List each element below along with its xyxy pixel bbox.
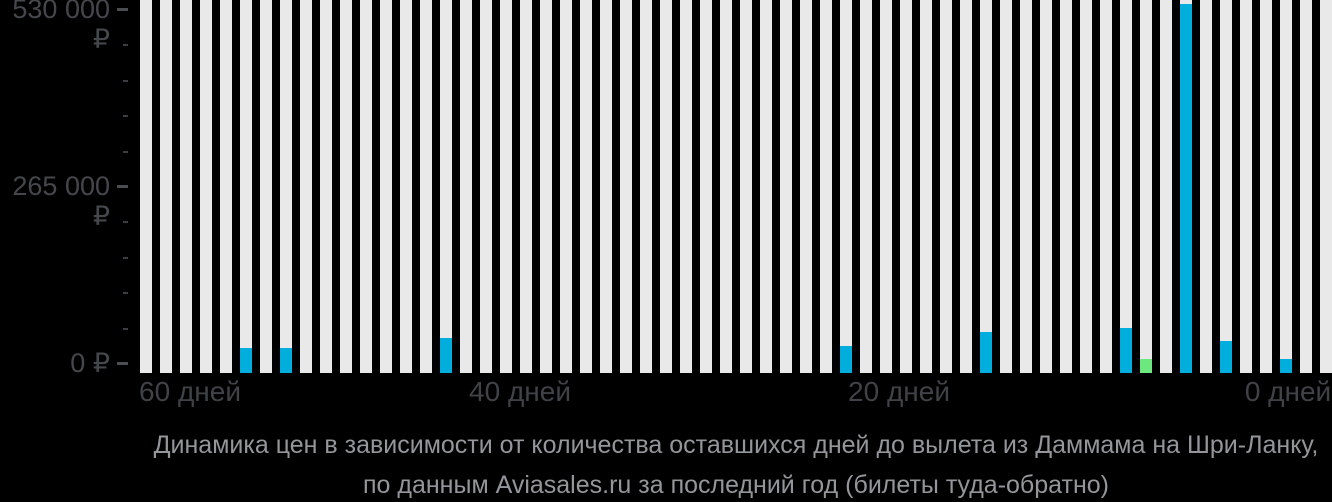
day-bar-placeholder: [160, 0, 172, 373]
price-bar[interactable]: [1280, 359, 1292, 373]
y-axis-tick: [117, 185, 128, 188]
day-bar-placeholder: [1300, 0, 1312, 373]
day-bar-placeholder: [340, 0, 352, 373]
day-bar-placeholder: [680, 0, 692, 373]
x-axis-label: 20 дней: [848, 376, 950, 407]
day-bar-placeholder: [260, 0, 272, 373]
day-bar-placeholder: [880, 0, 892, 373]
y-axis-tick: [117, 362, 128, 365]
day-bar-placeholder: [420, 0, 432, 373]
price-bar[interactable]: [440, 338, 452, 373]
day-bar-placeholder: [1320, 0, 1332, 373]
day-bar-placeholder: [1020, 0, 1032, 373]
day-bar-placeholder: [600, 0, 612, 373]
day-bar-placeholder: [1100, 0, 1112, 373]
day-bar-placeholder: [280, 0, 292, 373]
day-bar-placeholder: [840, 0, 852, 373]
day-bar-placeholder: [1040, 0, 1052, 373]
day-bar-placeholder: [140, 0, 152, 373]
y-axis-minor-tick: [123, 150, 128, 153]
day-bar-placeholder: [540, 0, 552, 373]
y-axis-tick: [117, 8, 128, 11]
day-bar-placeholder: [620, 0, 632, 373]
day-bar-placeholder: [1240, 0, 1252, 373]
y-axis-minor-tick: [123, 327, 128, 330]
day-bar-placeholder: [360, 0, 372, 373]
day-bar-placeholder: [860, 0, 872, 373]
day-bar-placeholder: [460, 0, 472, 373]
x-axis-label: 40 дней: [469, 376, 571, 407]
day-bar-placeholder: [180, 0, 192, 373]
day-bar-placeholder: [940, 0, 952, 373]
price-bar[interactable]: [1120, 328, 1132, 373]
day-bar-placeholder: [1220, 0, 1232, 373]
day-bar-placeholder: [720, 0, 732, 373]
day-bar-placeholder: [960, 0, 972, 373]
day-bar-placeholder: [1000, 0, 1012, 373]
plot-area: 530 000 ₽ 265 000 ₽ 0 ₽ 60 дней 40 дней 20 д…: [12, 0, 1332, 407]
price-bar[interactable]: [280, 348, 292, 373]
day-bar-placeholder: [740, 0, 752, 373]
day-bar-placeholder: [1060, 0, 1072, 373]
y-axis-minor-tick: [123, 256, 128, 259]
y-axis-minor-tick: [123, 221, 128, 224]
y-axis-minor-tick: [123, 292, 128, 295]
day-bar-placeholder: [1120, 0, 1132, 373]
chart-subtitle: по данным Aviasales.ru за последний год …: [363, 471, 1109, 499]
day-bar-placeholder: [700, 0, 712, 373]
day-bar-placeholder: [300, 0, 312, 373]
x-axis-label: 0 дней: [1244, 376, 1332, 407]
day-bar-placeholder: [480, 0, 492, 373]
day-bar-placeholder: [440, 0, 452, 373]
price-bar[interactable]: [1220, 341, 1232, 373]
y-axis-label: 530 000 ₽: [12, 0, 110, 54]
day-bar-placeholder: [640, 0, 652, 373]
price-bar[interactable]: [840, 346, 852, 373]
y-axis-label: 0 ₽: [70, 348, 110, 378]
day-bar-placeholder: [1200, 0, 1212, 373]
y-axis-label: 265 000 ₽: [12, 171, 110, 231]
day-bar-placeholder: [380, 0, 392, 373]
day-bar-placeholder: [400, 0, 412, 373]
day-bar-placeholder: [780, 0, 792, 373]
day-bar-placeholder: [660, 0, 672, 373]
day-bar-placeholder: [980, 0, 992, 373]
price-bar[interactable]: [1180, 4, 1192, 373]
y-axis-minor-tick: [123, 79, 128, 82]
day-bar-placeholder: [580, 0, 592, 373]
day-bar-placeholder: [560, 0, 572, 373]
day-bar-placeholder: [1080, 0, 1092, 373]
chart-title: Динамика цен в зависимости от количества…: [153, 431, 1319, 459]
day-bar-placeholder: [1260, 0, 1272, 373]
day-bar-placeholder: [500, 0, 512, 373]
bars-container: [140, 0, 1332, 373]
day-bar-placeholder: [220, 0, 232, 373]
day-bar-placeholder: [920, 0, 932, 373]
day-bar-placeholder: [820, 0, 832, 373]
day-bar-placeholder: [320, 0, 332, 373]
day-bar-placeholder: [1140, 0, 1152, 373]
day-bar-placeholder: [200, 0, 212, 373]
day-bar-placeholder: [800, 0, 812, 373]
day-bar-placeholder: [1280, 0, 1292, 373]
price-bar[interactable]: [240, 348, 252, 373]
price-bar[interactable]: [1140, 359, 1152, 373]
x-axis-label: 60 дней: [139, 376, 241, 407]
day-bar-placeholder: [900, 0, 912, 373]
day-bar-placeholder: [760, 0, 772, 373]
day-bar-placeholder: [520, 0, 532, 373]
y-axis-minor-tick: [123, 115, 128, 118]
day-bar-placeholder: [240, 0, 252, 373]
day-bar-placeholder: [1180, 0, 1192, 373]
day-bar-placeholder: [1160, 0, 1172, 373]
y-axis-minor-tick: [123, 44, 128, 47]
price-bar[interactable]: [980, 332, 992, 373]
